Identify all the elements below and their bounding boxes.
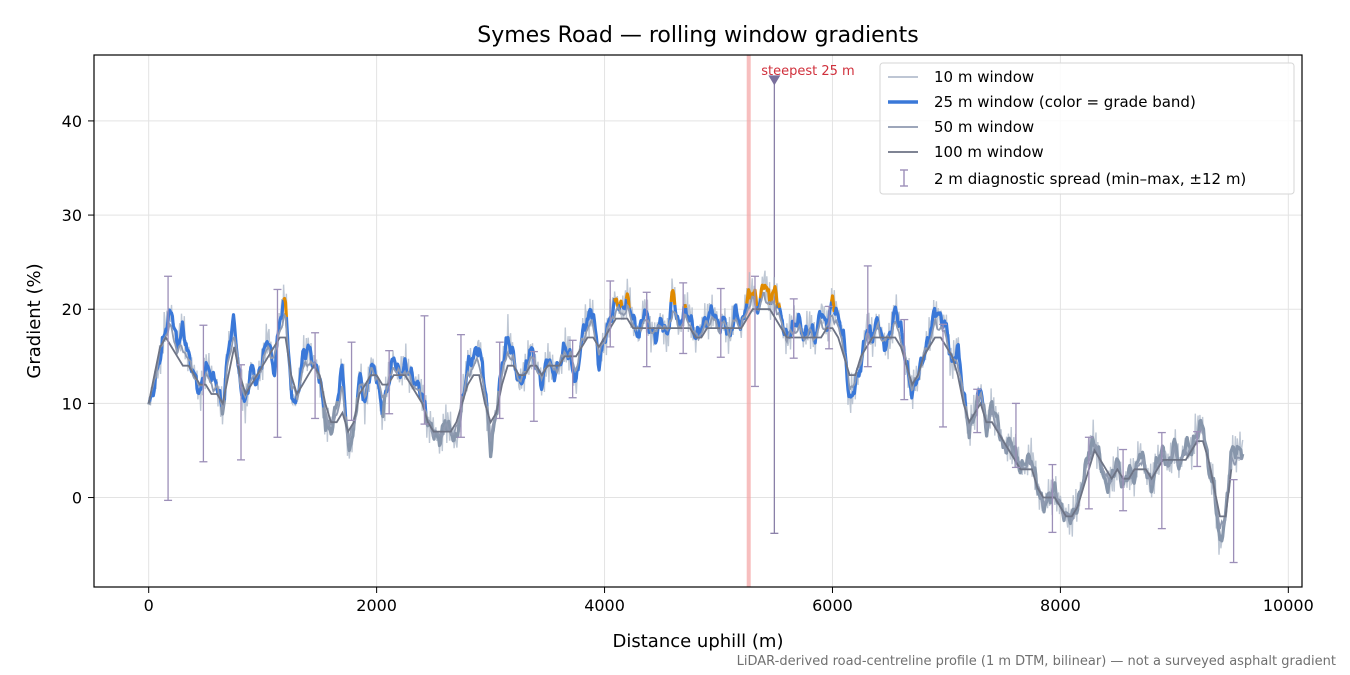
series-25m-segment	[148, 308, 224, 407]
legend-swatch-spread	[900, 169, 908, 187]
plot-frame	[93, 54, 1303, 588]
y-tick-label: 30	[62, 206, 82, 225]
spread-errorbar	[164, 275, 173, 502]
spread-errorbar	[750, 275, 759, 388]
series-25m-segment	[683, 303, 688, 309]
spread-errorbar	[939, 323, 948, 428]
x-axis-label: Distance uphill (m)	[613, 631, 784, 652]
spread-errorbar	[347, 341, 356, 421]
x-tick-label: 0	[144, 596, 154, 615]
legend-label-100m: 100 m window	[934, 143, 1044, 161]
chart-title: Symes Road — rolling window gradients	[477, 23, 918, 48]
spread-errorbar	[789, 298, 798, 359]
series-25m-segment	[769, 285, 780, 309]
diagnostic-spread	[164, 265, 1238, 564]
spread-errorbar	[385, 350, 394, 415]
spread-errorbar	[311, 332, 320, 420]
x-tick-label: 10000	[1263, 596, 1314, 615]
series-25m-segment	[322, 400, 339, 436]
series-25m-segment	[613, 297, 620, 309]
series-25m-segment	[618, 299, 624, 308]
spread-errorbar	[568, 339, 577, 399]
spread-errorbar	[606, 280, 615, 348]
legend-label-50m: 50 m window	[934, 118, 1034, 136]
footnote: LiDAR-derived road-centreline profile (1…	[737, 654, 1336, 669]
x-tick-label: 2000	[356, 596, 397, 615]
spread-errorbar	[1011, 402, 1020, 469]
series-25m-segment	[380, 395, 387, 419]
series-25m-segment	[669, 289, 677, 306]
spread-errorbar	[199, 324, 208, 463]
spread-errorbar	[1157, 431, 1166, 530]
series-25m-segment	[282, 296, 288, 318]
spread-errorbar	[863, 265, 872, 368]
x-tick-label: 6000	[812, 596, 853, 615]
spread-errorbar	[825, 305, 834, 350]
spread-errorbar	[237, 364, 246, 461]
spread-errorbar	[973, 388, 982, 434]
steepest-band	[746, 55, 751, 587]
legend-box	[879, 62, 1295, 195]
y-tick-label: 0	[72, 489, 82, 508]
legend-label-10m: 10 m window	[934, 68, 1034, 86]
spread-errorbar	[679, 282, 688, 355]
y-tick-label: 40	[62, 112, 82, 131]
spread-errorbar	[642, 291, 651, 368]
axis-ticks: 0 2000 4000 6000 8000 10000 0 10 20 30 40	[62, 112, 1314, 615]
series-25m-segment	[335, 363, 348, 417]
spread-errorbar	[420, 315, 429, 425]
spread-errorbar	[529, 350, 538, 422]
spread-errorbar	[1048, 463, 1057, 534]
x-tick-label: 8000	[1040, 596, 1081, 615]
legend: 10 m window 25 m window (color = grade b…	[879, 62, 1295, 195]
series-25m-segment	[621, 298, 628, 311]
y-tick-label: 10	[62, 394, 82, 413]
series-100m-line	[147, 308, 1233, 518]
legend-label-spread: 2 m diagnostic spread (min–max, ±12 m)	[934, 170, 1246, 188]
spread-errorbar	[1193, 430, 1202, 468]
y-axis-label: Gradient (%)	[24, 263, 45, 378]
series-25m-segment	[777, 303, 782, 309]
y-tick-label: 20	[62, 300, 82, 319]
series-area	[147, 270, 1245, 555]
spread-errorbar	[716, 287, 725, 358]
spike-triangle	[768, 75, 781, 86]
series-25m-segment	[624, 292, 631, 309]
series-25m-segment	[830, 294, 836, 313]
series-10m-line	[148, 270, 1244, 555]
series-25m-segment	[758, 283, 773, 306]
spread-errorbar	[1084, 436, 1093, 510]
steepest-annotation: steepest 25 m	[761, 64, 854, 79]
spread-errorbar	[273, 288, 282, 438]
spread-errorbar	[1229, 479, 1238, 564]
spread-errorbar	[456, 334, 465, 438]
series-25m-segment	[383, 356, 428, 414]
spread-errorbar	[495, 341, 504, 420]
spread-errorbar	[1119, 448, 1128, 512]
x-tick-label: 4000	[584, 596, 625, 615]
spread-errorbar	[900, 318, 909, 401]
legend-label-25m: 25 m window (color = grade band)	[934, 93, 1196, 111]
